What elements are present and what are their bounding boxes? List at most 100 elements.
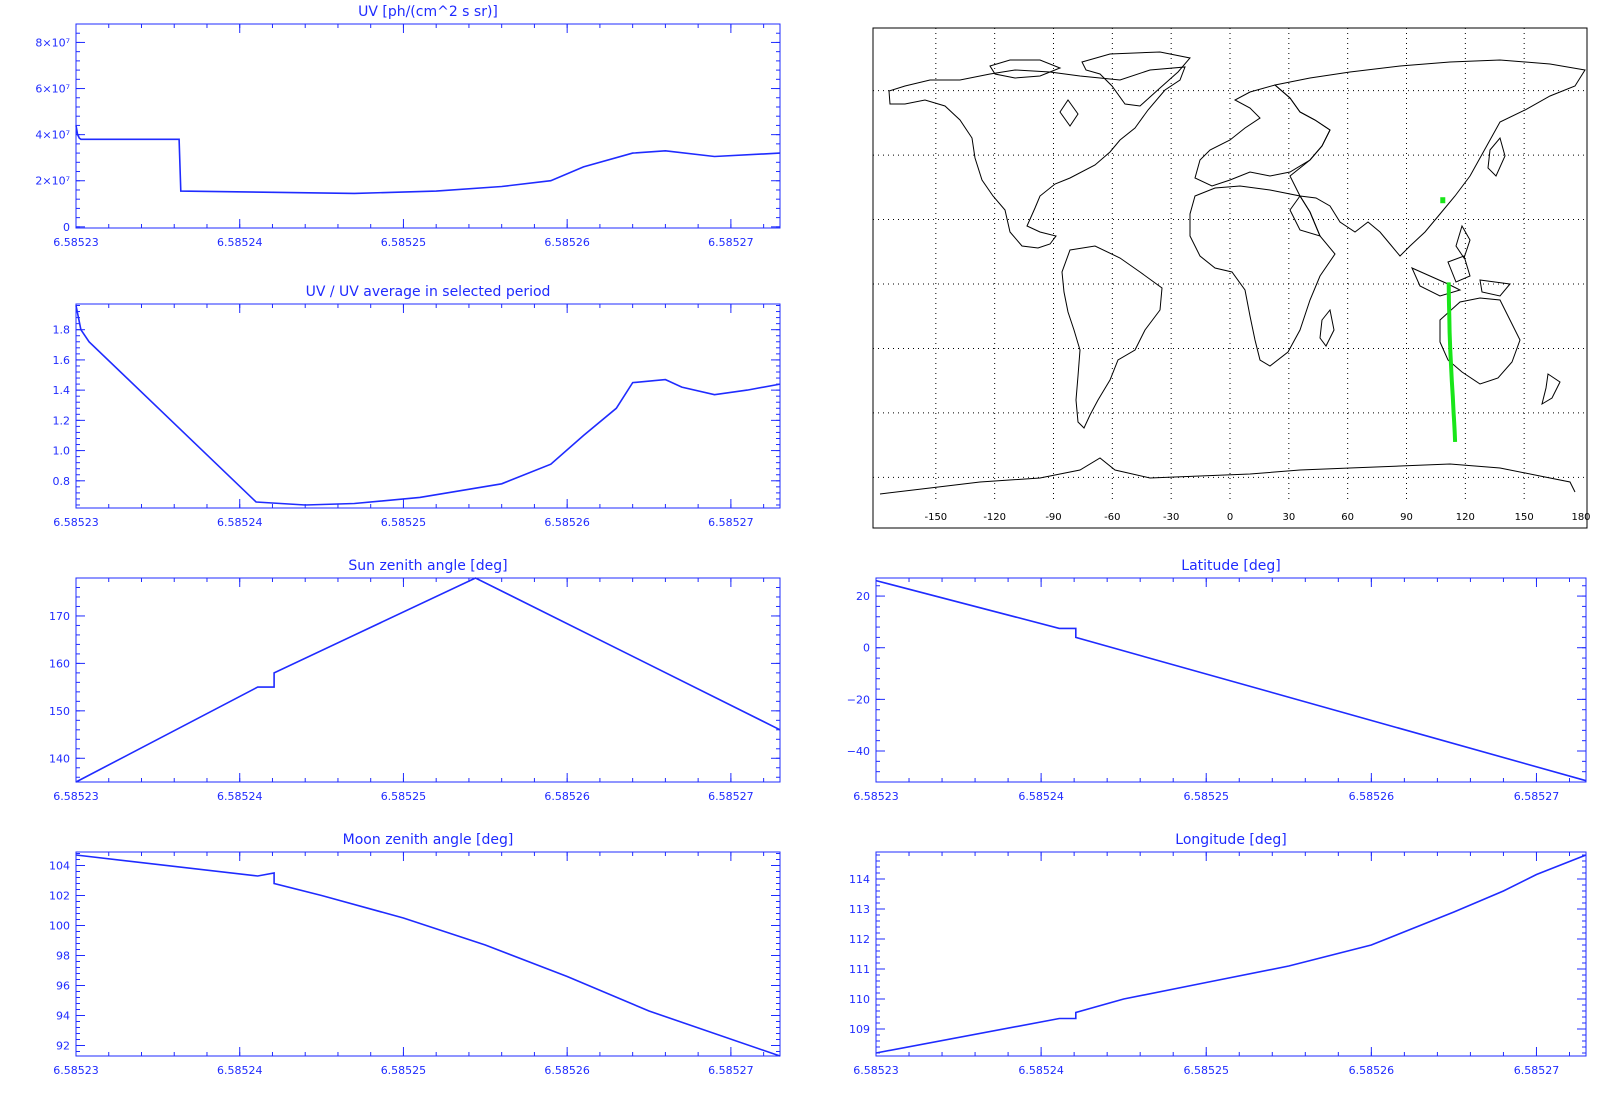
- plot-title: UV [ph/(cm^2 s sr)]: [358, 4, 498, 20]
- y-tick-label: 20: [856, 590, 870, 603]
- map-lon-tick-label: 60: [1341, 512, 1354, 523]
- x-tick-label: 6.58524: [217, 790, 263, 803]
- coast-new-zealand: [1541, 373, 1561, 406]
- y-tick-label: 104: [49, 860, 70, 873]
- map-lon-tick-label: -30: [1163, 512, 1179, 523]
- series-line: [75, 125, 781, 195]
- series-line: [75, 577, 781, 783]
- satellite-ground-track: [1440, 197, 1458, 442]
- y-tick-label: 1.0: [53, 445, 71, 458]
- x-tick-label: 6.58523: [53, 790, 99, 803]
- map-lon-tick-label: -150: [924, 512, 947, 523]
- x-tick-label: 6.58523: [53, 1064, 99, 1077]
- coast-arctic-islands: [989, 59, 1079, 127]
- map-lon-tick-label: 90: [1400, 512, 1413, 523]
- y-tick-label: 0: [863, 642, 870, 655]
- y-tick-label: 140: [49, 752, 70, 765]
- map-lon-tick-label: -60: [1104, 512, 1120, 523]
- y-tick-label: 98: [56, 950, 70, 963]
- y-tick-label: 150: [49, 705, 70, 718]
- y-tick-label: 114: [849, 873, 870, 886]
- x-tick-label: 6.58525: [381, 1064, 427, 1077]
- coast-asia: [1273, 59, 1586, 257]
- y-tick-label: 92: [56, 1040, 70, 1053]
- plot-title: Moon zenith angle [deg]: [343, 832, 514, 848]
- x-tick-label: 6.58526: [544, 516, 590, 529]
- plot-frame: [875, 851, 1587, 1057]
- coast-indonesia: [1411, 224, 1511, 297]
- map-lon-tick-label: 120: [1456, 512, 1475, 523]
- y-tick-label: 109: [849, 1023, 870, 1036]
- x-tick-label: 6.58527: [708, 236, 754, 249]
- y-tick-label: 170: [49, 610, 70, 623]
- y-tick-label: 96: [56, 980, 70, 993]
- x-tick-label: 6.58527: [708, 516, 754, 529]
- y-tick-label: 8×10⁷: [35, 36, 70, 49]
- x-tick-label: 6.58524: [1018, 1064, 1064, 1077]
- coast-africa: [1189, 185, 1336, 367]
- plot-frame: [75, 577, 781, 783]
- series-line: [75, 305, 781, 506]
- x-tick-label: 6.58527: [708, 1064, 754, 1077]
- series-line: [875, 854, 1587, 1054]
- world-map-panel: -150 -120 -90 -60 -30 0 30 60 90 120 150 180: [872, 27, 1591, 529]
- map-lon-tick-label: 30: [1282, 512, 1295, 523]
- x-tick-label: 6.58524: [217, 236, 263, 249]
- map-axis-ticks: -150 -120 -90 -60 -30 0 30 60 90 120 150 180: [924, 512, 1590, 523]
- plot-title: Longitude [deg]: [1175, 832, 1286, 848]
- plot-panel-4: Latitude [deg] 6.58523 6.58524 6.58525 6.585…: [847, 558, 1587, 803]
- ground-track-point: [1440, 197, 1446, 204]
- x-tick-label: 6.58523: [853, 790, 899, 803]
- line-plots: UV [ph/(cm^2 s sr)] 6.58523 6.58524 6.58525…: [35, 4, 1587, 1077]
- y-tick-label: 1.2: [53, 414, 71, 427]
- x-tick-label: 6.58524: [217, 1064, 263, 1077]
- map-lon-tick-label: -90: [1045, 512, 1061, 523]
- y-tick-label: −40: [847, 745, 870, 758]
- x-tick-label: 6.58526: [544, 790, 590, 803]
- x-tick-label: 6.58525: [381, 236, 427, 249]
- plot-title: Sun zenith angle [deg]: [348, 558, 507, 574]
- y-tick-label: 6×10⁷: [35, 83, 70, 96]
- y-tick-label: 1.4: [53, 384, 71, 397]
- y-tick-label: 0.8: [53, 475, 71, 488]
- y-tick-label: 94: [56, 1010, 70, 1023]
- x-tick-label: 6.58527: [1514, 1064, 1560, 1077]
- y-tick-label: −20: [847, 693, 870, 706]
- map-coastlines: [879, 51, 1586, 495]
- plot-title: Latitude [deg]: [1181, 558, 1280, 574]
- x-tick-label: 6.58524: [217, 516, 263, 529]
- y-tick-label: 102: [49, 890, 70, 903]
- x-tick-label: 6.58525: [1183, 790, 1229, 803]
- coast-australia: [1439, 297, 1521, 385]
- y-tick-label: 111: [849, 963, 870, 976]
- series-line: [875, 579, 1587, 782]
- y-tick-label: 160: [49, 657, 70, 670]
- map-graticule: [873, 28, 1587, 500]
- plot-panel-3: Sun zenith angle [deg] 6.58523 6.58524 6.58…: [49, 558, 781, 803]
- series-line: [75, 854, 781, 1057]
- plot-panel-6: Longitude [deg] 6.58523 6.58524 6.58525 6.58…: [849, 832, 1587, 1077]
- y-tick-label: 4×10⁷: [35, 129, 70, 142]
- plot-frame: [75, 23, 781, 229]
- plot-panel-5: Moon zenith angle [deg] 6.58523 6.58524 6.5…: [49, 832, 781, 1077]
- ground-track-line: [1446, 282, 1458, 442]
- x-tick-label: 6.58525: [381, 516, 427, 529]
- x-tick-label: 6.58525: [381, 790, 427, 803]
- x-tick-label: 6.58523: [853, 1064, 899, 1077]
- plot-frame: [75, 851, 781, 1057]
- y-tick-label: 0: [63, 221, 70, 234]
- y-tick-label: 1.6: [53, 354, 71, 367]
- map-lon-tick-label: 150: [1515, 512, 1534, 523]
- map-lon-tick-label: 0: [1227, 512, 1233, 523]
- y-tick-label: 113: [849, 903, 870, 916]
- coast-japan: [1487, 136, 1506, 177]
- x-tick-label: 6.58527: [708, 790, 754, 803]
- coast-greenland: [1081, 51, 1191, 107]
- coast-antarctica: [879, 457, 1576, 495]
- x-tick-label: 6.58523: [53, 516, 99, 529]
- coast-europe: [1194, 84, 1331, 187]
- y-tick-label: 112: [849, 933, 870, 946]
- plot-frame: [875, 577, 1587, 783]
- coast-north-america: [888, 66, 1186, 249]
